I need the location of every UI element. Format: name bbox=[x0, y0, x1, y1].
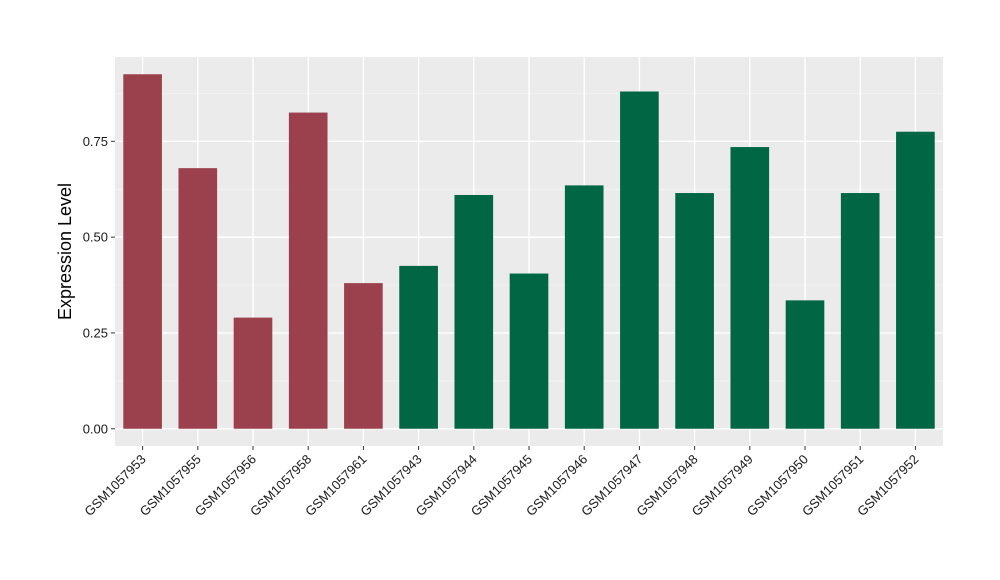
bar-gsm1057956 bbox=[233, 317, 273, 429]
bar-gsm1057955 bbox=[178, 168, 218, 429]
bars bbox=[123, 74, 935, 429]
y-tick-label: 0.50 bbox=[83, 230, 108, 245]
bar-gsm1057951 bbox=[840, 193, 880, 429]
y-tick-label: 0.00 bbox=[83, 421, 108, 436]
bar-gsm1057961 bbox=[344, 283, 383, 429]
y-tick-label: 0.25 bbox=[83, 325, 108, 340]
bar-gsm1057948 bbox=[675, 193, 714, 429]
x-axis: GSM1057953GSM1057955GSM1057956GSM1057958… bbox=[81, 446, 922, 519]
bar-gsm1057947 bbox=[620, 91, 659, 429]
bar-gsm1057958 bbox=[288, 112, 328, 429]
bar-gsm1057945 bbox=[509, 273, 549, 429]
y-axis: 0.00 0.25 0.50 0.75 bbox=[83, 134, 115, 436]
bar-gsm1057944 bbox=[454, 194, 494, 429]
bar-gsm1057953 bbox=[123, 74, 162, 429]
bar-gsm1057946 bbox=[564, 185, 604, 429]
bar-gsm1057949 bbox=[730, 147, 770, 429]
y-axis-title: Expression Level bbox=[55, 183, 75, 320]
y-tick-label: 0.75 bbox=[83, 134, 108, 149]
bar-gsm1057952 bbox=[896, 131, 935, 429]
bar-gsm1057943 bbox=[399, 265, 438, 429]
bar-gsm1057950 bbox=[785, 300, 825, 429]
